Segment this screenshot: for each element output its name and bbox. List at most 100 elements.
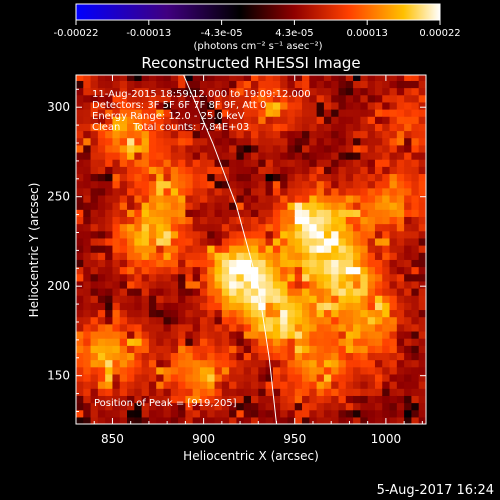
heatmap-cell	[345, 345, 354, 354]
heatmap-cell	[294, 130, 303, 139]
heatmap-cell	[119, 216, 128, 225]
heatmap-cell	[323, 187, 332, 196]
heatmap-cell	[309, 166, 318, 175]
heatmap-cell	[404, 287, 413, 296]
heatmap-cell	[309, 259, 318, 268]
heatmap-cell	[156, 94, 165, 103]
heatmap-cell	[214, 245, 223, 253]
heatmap-cell	[302, 123, 310, 132]
heatmap-cell	[265, 259, 274, 268]
heatmap-cell	[90, 216, 99, 225]
heatmap-cell	[396, 345, 405, 354]
heatmap-cell	[97, 180, 106, 189]
heatmap-cell	[316, 230, 325, 239]
heatmap-cell	[382, 266, 391, 275]
heatmap-cell	[418, 359, 426, 368]
heatmap-cell	[382, 223, 391, 232]
heatmap-cell	[163, 123, 172, 132]
heatmap-cell	[127, 123, 135, 132]
heatmap-cell	[316, 373, 325, 382]
heatmap-cell	[207, 223, 216, 232]
heatmap-cell	[367, 273, 376, 282]
heatmap-cell	[323, 209, 332, 217]
heatmap-cell	[178, 345, 186, 354]
heatmap-cell	[163, 101, 172, 110]
heatmap-cell	[156, 123, 165, 132]
heatmap-cell	[97, 166, 106, 175]
heatmap-cell	[338, 416, 347, 424]
heatmap-cell	[396, 295, 405, 303]
heatmap-cell	[192, 166, 201, 175]
heatmap-cell	[90, 166, 99, 175]
heatmap-cell	[221, 287, 230, 296]
heatmap-cell	[207, 187, 216, 196]
heatmap-cell	[374, 245, 383, 253]
heatmap-cell	[207, 295, 216, 303]
heatmap-cell	[316, 202, 325, 210]
heatmap-cell	[345, 237, 354, 246]
heatmap-cell	[265, 137, 274, 146]
heatmap-cell	[207, 373, 216, 382]
heatmap-cell	[127, 223, 135, 232]
heatmap-cell	[353, 137, 361, 146]
heatmap-cell	[148, 80, 157, 89]
heatmap-cell	[185, 388, 194, 396]
heatmap-cell	[323, 388, 332, 396]
heatmap-cell	[251, 223, 259, 232]
heatmap-cell	[360, 366, 369, 375]
heatmap-cell	[287, 75, 296, 81]
heatmap-cell	[265, 144, 274, 153]
heatmap-cell	[294, 202, 303, 210]
heatmap-cell	[90, 302, 99, 311]
heatmap-cell	[163, 230, 172, 239]
heatmap-cell	[389, 144, 398, 153]
heatmap-cell	[309, 223, 318, 232]
heatmap-cell	[127, 94, 135, 103]
heatmap-cell	[338, 359, 347, 368]
heatmap-cell	[221, 130, 230, 139]
heatmap-cell	[112, 94, 121, 103]
heatmap-cell	[404, 409, 413, 418]
heatmap-cell	[316, 194, 325, 203]
heatmap-cell	[105, 323, 114, 332]
heatmap-cell	[214, 173, 223, 182]
heatmap-cell	[345, 223, 354, 232]
heatmap-cell	[316, 109, 325, 117]
heatmap-cell	[418, 280, 426, 289]
heatmap-cell	[243, 209, 252, 217]
heatmap-cell	[338, 395, 347, 404]
heatmap-cell	[323, 330, 332, 339]
heatmap-cell	[76, 237, 84, 246]
heatmap-cell	[170, 223, 179, 232]
heatmap-cell	[258, 409, 267, 418]
heatmap-cell	[105, 302, 114, 311]
heatmap-cell	[243, 230, 252, 239]
heatmap-cell	[207, 137, 216, 146]
heatmap-cell	[309, 130, 318, 139]
heatmap-cell	[404, 223, 413, 232]
heatmap-cell	[97, 309, 106, 318]
heatmap-cell	[265, 352, 274, 361]
heatmap-cell	[258, 287, 267, 296]
heatmap-cell	[302, 216, 310, 225]
heatmap-cell	[207, 352, 216, 361]
heatmap-cell	[411, 216, 420, 225]
heatmap-cell	[192, 144, 201, 153]
heatmap-cell	[112, 130, 121, 139]
heatmap-cell	[185, 180, 194, 189]
heatmap-cell	[97, 94, 106, 103]
heatmap-cell	[141, 252, 150, 260]
heatmap-cell	[287, 316, 296, 325]
heatmap-cell	[156, 309, 165, 318]
heatmap-cell	[323, 216, 332, 225]
heatmap-cell	[411, 237, 420, 246]
heatmap-cell	[302, 295, 310, 303]
heatmap-cell	[331, 109, 340, 117]
heatmap-cell	[134, 338, 143, 346]
heatmap-cell	[302, 366, 310, 375]
heatmap-cell	[411, 330, 420, 339]
heatmap-cell	[258, 187, 267, 196]
heatmap-cell	[170, 137, 179, 146]
heatmap-cell	[367, 237, 376, 246]
heatmap-cell	[367, 287, 376, 296]
